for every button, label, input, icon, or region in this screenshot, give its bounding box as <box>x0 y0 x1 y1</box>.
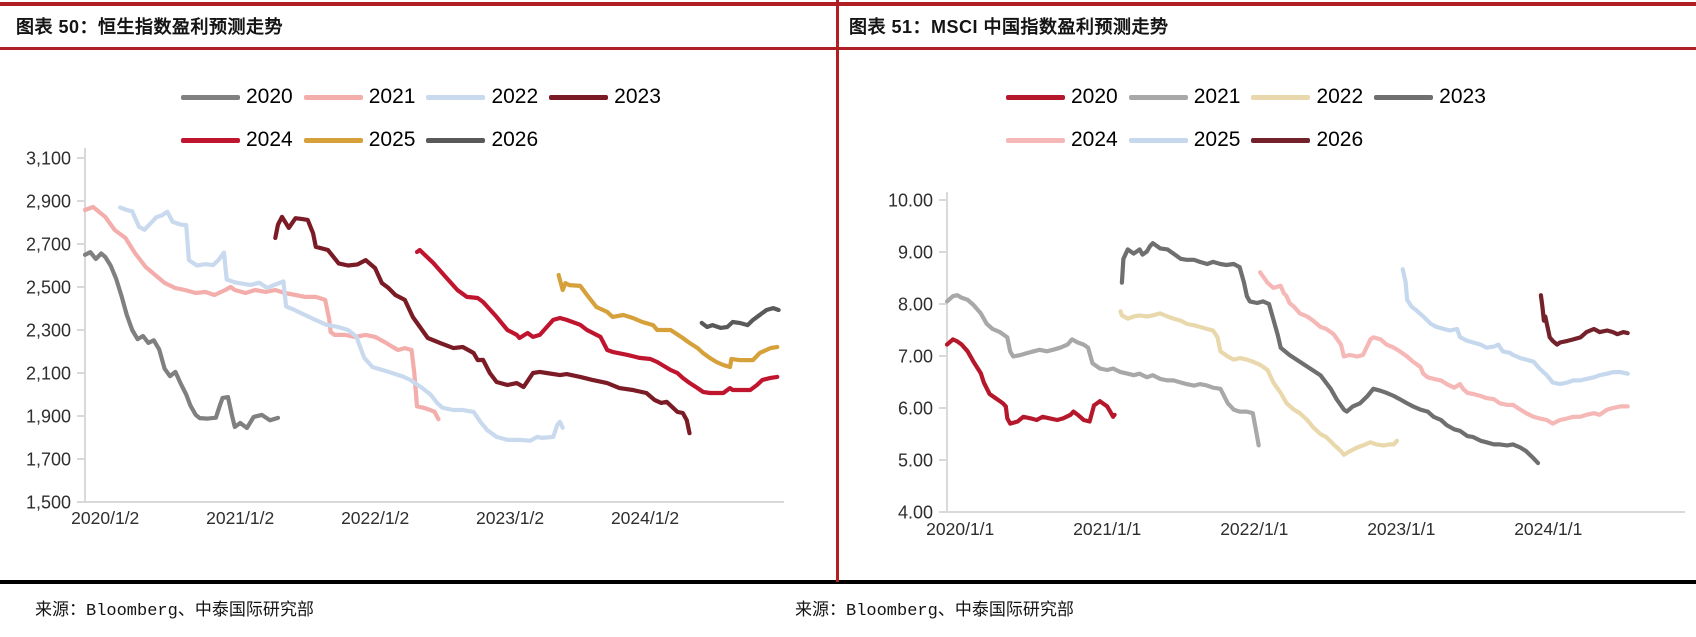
panel-divider <box>836 0 839 582</box>
y-tick-label: 2,700 <box>26 235 71 255</box>
title-red-rule <box>0 47 1696 50</box>
legend-swatch-icon <box>181 94 240 100</box>
legend-swatch-icon <box>426 137 486 143</box>
x-tick-label: 2020/1/1 <box>926 519 994 539</box>
y-tick-label: 7.00 <box>898 347 933 367</box>
series-line-2026 <box>1538 293 1630 347</box>
y-tick-label: 1,500 <box>26 493 71 513</box>
legend-swatch-icon <box>1251 137 1311 143</box>
legend-row: 2024 2025 2026 <box>181 127 672 153</box>
y-tick-label: 1,900 <box>26 407 71 427</box>
x-tick-label: 2024/1/1 <box>1514 519 1582 539</box>
x-tick-label: 2020/1/2 <box>71 508 139 528</box>
legend-label: 2022 <box>1316 85 1364 108</box>
legend-label: 2020 <box>1071 85 1118 108</box>
legend-item-2020: 2020 <box>181 84 293 110</box>
legend-item-2022: 2022 <box>426 84 538 110</box>
legend-label: 2021 <box>1193 85 1241 108</box>
series-line-2026 <box>699 306 781 330</box>
x-tick-label: 2021/1/2 <box>206 508 274 528</box>
series-line-2020 <box>944 337 1117 426</box>
legend-swatch-icon <box>181 137 240 143</box>
x-tick-label: 2022/1/2 <box>341 508 409 528</box>
y-tick-label: 8.00 <box>898 295 933 315</box>
legend-swatch-icon <box>303 137 363 143</box>
legend-label: 2025 <box>1193 128 1241 151</box>
series-line-2022 <box>118 205 565 443</box>
legend-swatch-icon <box>1128 94 1188 100</box>
legend-label: 2024 <box>1071 128 1118 151</box>
legend-swatch-icon <box>1251 94 1311 100</box>
legend-label: 2026 <box>491 128 539 151</box>
series-line-2023 <box>1119 241 1541 466</box>
legend-swatch-icon <box>549 94 609 100</box>
legend-item-2024: 2024 <box>181 127 293 153</box>
legend-item-2023: 2023 <box>549 84 661 110</box>
legend-item-2020: 2020 <box>1006 84 1118 110</box>
y-tick-label: 5.00 <box>898 451 933 471</box>
x-tick-label: 2022/1/1 <box>1220 519 1288 539</box>
legend-label: 2023 <box>1439 85 1486 108</box>
y-tick-label: 9.00 <box>898 243 933 263</box>
legend-label: 2023 <box>614 85 661 108</box>
legend-item-2022: 2022 <box>1251 84 1363 110</box>
legend-item-2026: 2026 <box>1251 127 1363 153</box>
series-line-2022 <box>1118 309 1399 457</box>
legend-label: 2025 <box>368 128 416 151</box>
legend-item-2025: 2025 <box>1128 127 1241 153</box>
legend-swatch-icon <box>1128 137 1188 143</box>
series-line-2021 <box>944 293 1261 448</box>
legend-item-2024: 2024 <box>1006 127 1118 153</box>
x-tick-label: 2021/1/1 <box>1073 519 1141 539</box>
msci-china-legend: 2020 2021 2022 2023 2024 2025 2026 <box>1006 84 1497 153</box>
legend-swatch-icon <box>1006 94 1065 100</box>
legend-swatch-icon <box>1374 94 1434 100</box>
y-tick-label: 2,300 <box>26 321 71 341</box>
y-tick-label: 2,100 <box>26 364 71 384</box>
x-tick-label: 2023/1/2 <box>476 508 544 528</box>
top-red-rule <box>0 2 1696 6</box>
series-line-2024 <box>1258 270 1630 426</box>
series-line-2020 <box>82 250 281 431</box>
legend-item-2021: 2021 <box>303 84 416 110</box>
legend-item-2026: 2026 <box>426 127 538 153</box>
legend-item-2021: 2021 <box>1128 84 1241 110</box>
x-tick-label: 2024/1/2 <box>611 508 679 528</box>
figure-50-title: 图表 50：恒生指数盈利预测走势 <box>16 17 284 37</box>
series-line-2024 <box>414 247 780 396</box>
y-tick-label: 3,100 <box>26 149 71 169</box>
series-line-2021 <box>82 204 441 422</box>
legend-item-2025: 2025 <box>303 127 416 153</box>
legend-swatch-icon <box>303 94 363 100</box>
series-line-2025 <box>556 272 780 370</box>
legend-row: 2020 2021 2022 2023 <box>1006 84 1497 110</box>
legend-swatch-icon <box>1006 137 1065 143</box>
y-tick-label: 2,500 <box>26 278 71 298</box>
y-tick-label: 4.00 <box>898 503 933 523</box>
legend-label: 2020 <box>246 85 293 108</box>
series-line-2023 <box>273 214 692 436</box>
y-tick-label: 6.00 <box>898 399 933 419</box>
y-tick-label: 2,900 <box>26 192 71 212</box>
legend-label: 2024 <box>246 128 293 151</box>
series-line-2025 <box>1400 267 1630 387</box>
legend-label: 2026 <box>1316 128 1364 151</box>
source-left: 来源：Bloomberg、中泰国际研究部 <box>35 602 314 621</box>
legend-swatch-icon <box>426 94 486 100</box>
hang-seng-legend: 2020 2021 2022 2023 2024 2025 2026 <box>181 84 672 153</box>
figure-51-title: 图表 51：MSCI 中国指数盈利预测走势 <box>849 17 1169 37</box>
legend-row: 2024 2025 2026 <box>1006 127 1497 153</box>
source-right: 来源：Bloomberg、中泰国际研究部 <box>795 602 1074 621</box>
y-tick-label: 1,700 <box>26 450 71 470</box>
legend-label: 2022 <box>491 85 539 108</box>
legend-label: 2021 <box>368 85 416 108</box>
bottom-black-rule <box>0 580 1696 584</box>
y-tick-label: 10.00 <box>888 191 933 211</box>
axes: 3,100 2,900 2,700 2,500 2,300 2,100 1,900 1,700… <box>26 148 784 528</box>
legend-item-2023: 2023 <box>1374 84 1486 110</box>
x-tick-label: 2023/1/1 <box>1367 519 1435 539</box>
legend-row: 2020 2021 2022 2023 <box>181 84 672 110</box>
